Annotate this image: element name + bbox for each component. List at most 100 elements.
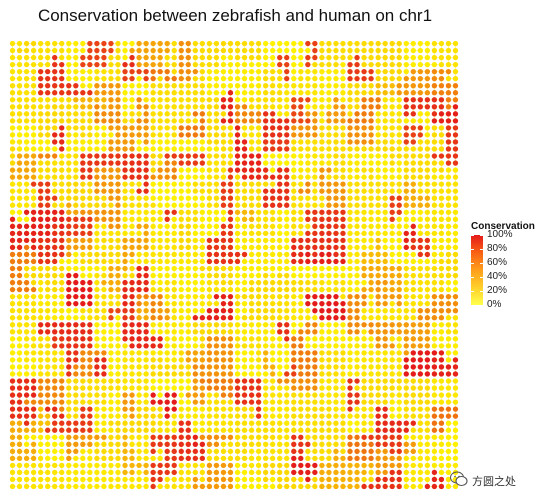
hilbert-point — [23, 230, 30, 237]
hilbert-point — [115, 350, 121, 356]
hilbert-point — [87, 118, 93, 124]
hilbert-point — [59, 293, 65, 300]
hilbert-point — [298, 483, 304, 490]
hilbert-point — [284, 54, 290, 61]
hilbert-point — [241, 188, 248, 194]
hilbert-point — [452, 125, 459, 131]
hilbert-point — [445, 399, 452, 405]
hilbert-point — [347, 167, 353, 173]
hilbert-point — [305, 209, 311, 215]
hilbert-point — [326, 139, 332, 145]
hilbert-point — [23, 181, 30, 187]
hilbert-point — [368, 399, 374, 405]
hilbert-point — [45, 399, 51, 405]
hilbert-point — [277, 301, 283, 307]
hilbert-point — [213, 371, 220, 377]
hilbert-point — [396, 244, 402, 251]
hilbert-point — [164, 40, 170, 47]
hilbert-point — [361, 455, 367, 462]
hilbert-point — [157, 350, 163, 356]
hilbert-point — [262, 385, 269, 391]
hilbert-point — [241, 462, 248, 469]
hilbert-point — [220, 455, 227, 462]
hilbert-point — [305, 272, 311, 279]
hilbert-point — [241, 118, 248, 124]
hilbert-point — [37, 153, 44, 159]
hilbert-point — [164, 272, 170, 279]
hilbert-point — [382, 160, 388, 166]
hilbert-point — [16, 462, 23, 469]
hilbert-point — [59, 448, 65, 454]
hilbert-point — [438, 286, 445, 293]
hilbert-point — [178, 371, 184, 377]
hilbert-point — [445, 427, 452, 433]
hilbert-point — [333, 427, 339, 433]
hilbert-point — [16, 469, 23, 476]
hilbert-point — [37, 160, 44, 166]
legend-tick-mark — [471, 277, 474, 278]
hilbert-point — [262, 315, 269, 321]
hilbert-point — [305, 160, 311, 166]
hilbert-point — [220, 441, 227, 447]
hilbert-point — [277, 448, 283, 454]
hilbert-point — [30, 47, 37, 54]
hilbert-point — [129, 301, 135, 307]
hilbert-point — [354, 251, 360, 258]
hilbert-point — [178, 68, 184, 75]
hilbert-point — [23, 174, 30, 180]
hilbert-point — [262, 54, 269, 61]
hilbert-point — [206, 392, 213, 398]
hilbert-point — [52, 427, 58, 433]
hilbert-point — [59, 329, 65, 335]
hilbert-point — [171, 448, 177, 454]
hilbert-point — [298, 125, 304, 131]
hilbert-point — [227, 125, 234, 131]
hilbert-point — [312, 237, 318, 244]
hilbert-point — [30, 293, 37, 300]
hilbert-point — [248, 83, 255, 89]
hilbert-point — [37, 230, 44, 237]
hilbert-point — [9, 329, 16, 335]
hilbert-point — [452, 195, 459, 201]
hilbert-point — [213, 272, 220, 279]
hilbert-point — [438, 378, 445, 384]
hilbert-point — [108, 364, 114, 370]
hilbert-point — [375, 68, 381, 75]
hilbert-point — [52, 111, 58, 117]
hilbert-point — [410, 111, 416, 117]
hilbert-point — [403, 167, 409, 173]
hilbert-point — [326, 385, 332, 391]
hilbert-point — [291, 153, 297, 159]
hilbert-point — [234, 132, 241, 138]
hilbert-point — [403, 279, 409, 286]
hilbert-point — [129, 153, 135, 159]
hilbert-point — [452, 420, 459, 426]
hilbert-point — [234, 406, 241, 412]
hilbert-point — [340, 448, 346, 454]
hilbert-point — [445, 469, 452, 476]
hilbert-point — [389, 301, 395, 307]
hilbert-point — [136, 286, 142, 293]
hilbert-point — [59, 343, 65, 349]
hilbert-point — [389, 111, 395, 117]
hilbert-point — [445, 146, 452, 152]
hilbert-point — [192, 195, 198, 201]
hilbert-point — [23, 350, 30, 356]
hilbert-point — [305, 125, 311, 131]
hilbert-point — [333, 104, 339, 110]
hilbert-point — [16, 392, 23, 398]
hilbert-point — [312, 209, 318, 215]
hilbert-point — [248, 97, 255, 103]
hilbert-point — [66, 406, 72, 412]
hilbert-point — [45, 293, 51, 300]
hilbert-point — [16, 427, 23, 433]
hilbert-point — [220, 308, 227, 314]
hilbert-point — [277, 434, 283, 440]
hilbert-point — [66, 427, 72, 433]
hilbert-point — [37, 483, 44, 490]
hilbert-point — [171, 413, 177, 419]
hilbert-point — [291, 76, 297, 82]
hilbert-point — [94, 406, 100, 412]
hilbert-point — [431, 399, 438, 405]
hilbert-point — [347, 139, 353, 145]
